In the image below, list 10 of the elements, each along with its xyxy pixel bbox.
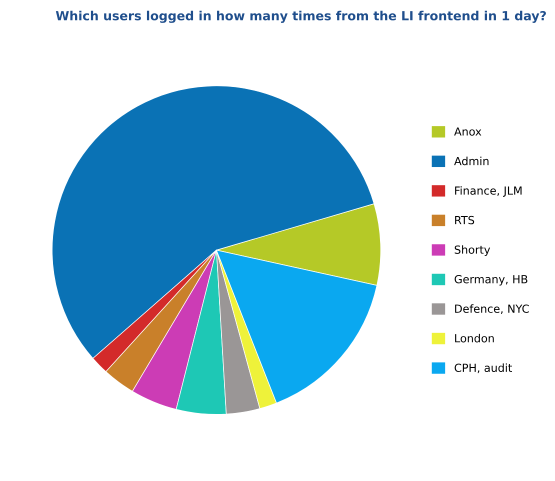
legend-label: Defence, NYC — [455, 304, 529, 314]
legend-label: Finance, JLM — [455, 186, 522, 197]
legend-label: Shorty — [454, 245, 490, 256]
legend-label: Germany, HB — [454, 274, 528, 286]
legend-label: Admin — [454, 156, 488, 166]
legend-label: London — [455, 334, 494, 342]
legend-label: RTS — [455, 216, 474, 224]
chart-title: Which users logged in how many times from the LI frontend in 1 day? — [56, 10, 546, 23]
legend-label: CPH, audit — [454, 363, 512, 374]
legend-label: Anox — [454, 127, 482, 136]
